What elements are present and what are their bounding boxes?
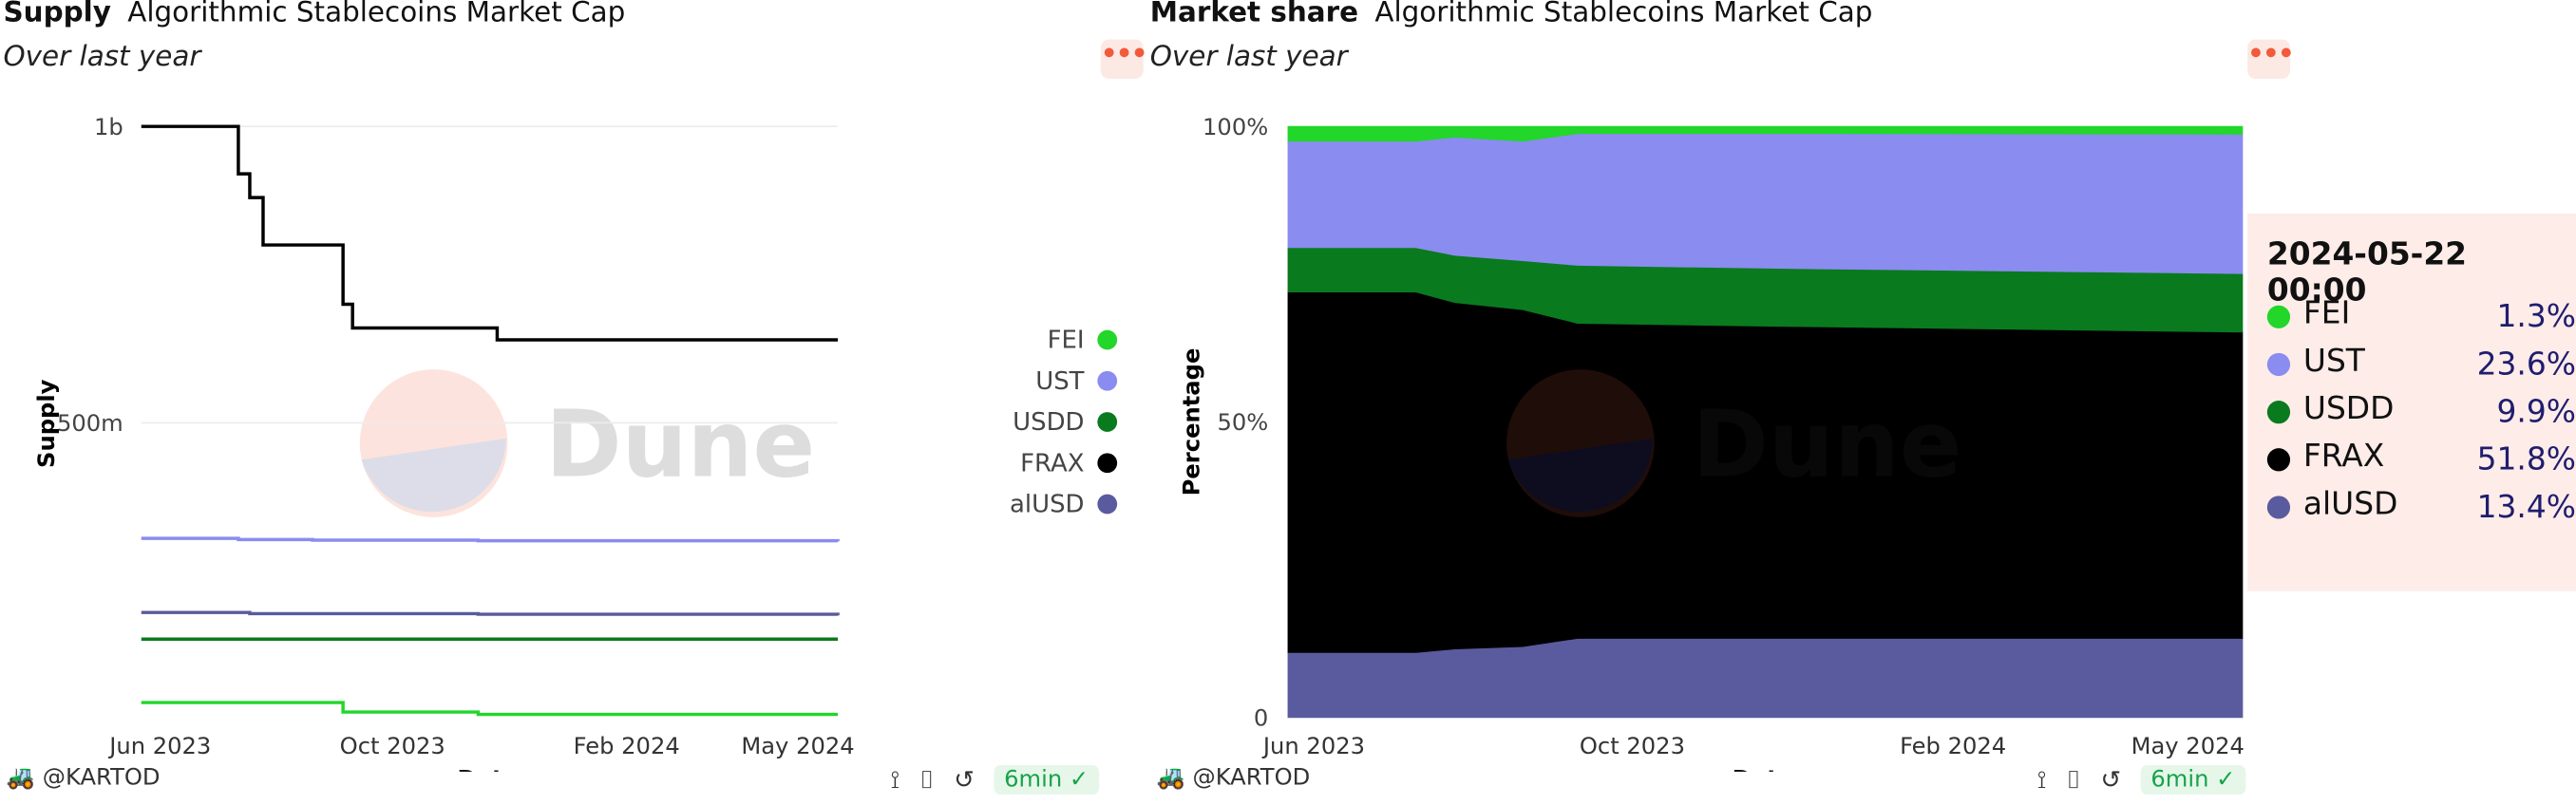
x-axis-label: Date bbox=[1733, 765, 1793, 771]
x-tick-label: Feb 2024 bbox=[574, 733, 680, 759]
author-name: @KARTOD bbox=[1192, 764, 1311, 792]
watermark-logo-icon bbox=[1506, 369, 1655, 517]
author-tag[interactable]: 🚜 @KARTOD bbox=[6, 764, 161, 792]
series-line-alusd bbox=[141, 610, 840, 616]
x-tick-label: May 2024 bbox=[2131, 733, 2245, 759]
y-axis-label: Supply bbox=[33, 379, 60, 468]
chart-period: Over last year bbox=[3, 41, 201, 74]
series-line-ust bbox=[141, 536, 840, 543]
y-tick-label: 100% bbox=[1203, 114, 1268, 140]
author-name: @KARTOD bbox=[42, 764, 161, 792]
camera-icon[interactable]: ⌷ bbox=[2066, 764, 2081, 796]
tooltip-value: 23.6% bbox=[2476, 346, 2576, 383]
y-tick-label: 1b bbox=[94, 114, 123, 140]
refresh-icon[interactable]: ↺ bbox=[954, 764, 975, 796]
legend-label-fei: FEI bbox=[1048, 327, 1085, 355]
series-line-fei bbox=[141, 701, 839, 717]
watermark: Dune bbox=[359, 369, 815, 517]
watermark-logo-slice bbox=[361, 438, 506, 513]
tooltip-value: 9.9% bbox=[2496, 394, 2576, 431]
x-tick-label: Feb 2024 bbox=[1900, 733, 2006, 759]
tooltip-row-ust: UST 23.6% bbox=[2266, 343, 2576, 388]
tooltip-value: 13.4% bbox=[2476, 489, 2576, 526]
refresh-badge[interactable]: 6min ✓ bbox=[2140, 764, 2245, 796]
tooltip-value: 51.8% bbox=[2476, 441, 2576, 478]
watermark-text: Dune bbox=[1692, 391, 1961, 498]
chart-footer-actions: ⟟ ⌷ ↺ 6min ✓ bbox=[2036, 764, 2245, 796]
x-tick-label: Oct 2023 bbox=[1580, 733, 1685, 759]
tooltip-dot bbox=[2266, 352, 2291, 377]
legend-dot-ust bbox=[1097, 370, 1118, 391]
tooltip-series-name: alUSD bbox=[2302, 485, 2398, 523]
tooltip-series-name: USDD bbox=[2302, 390, 2395, 427]
tooltip-row-fei: FEI 1.3% bbox=[2266, 295, 2576, 341]
tooltip-series-name: FEI bbox=[2302, 295, 2351, 332]
x-tick-label: Jun 2023 bbox=[1261, 733, 1365, 759]
chart-footer-actions: ⟟ ⌷ ↺ 6min ✓ bbox=[890, 764, 1099, 796]
author-tag[interactable]: 🚜 @KARTOD bbox=[1156, 764, 1311, 792]
tooltip-dot bbox=[2266, 448, 2291, 472]
legend-label-ust: UST bbox=[1035, 367, 1084, 396]
tooltip-series-name: FRAX bbox=[2302, 438, 2385, 475]
more-menu-icon[interactable]: ••• bbox=[1100, 39, 1147, 80]
tooltip-series-name: UST bbox=[2302, 343, 2365, 380]
tooltip-dot bbox=[2266, 305, 2291, 328]
x-tick-label: Jun 2023 bbox=[107, 733, 211, 759]
more-menu-icon[interactable]: ••• bbox=[2247, 39, 2295, 80]
legend-dot-usdd bbox=[1097, 412, 1118, 432]
y-tick-label: 500m bbox=[57, 410, 123, 437]
tooltip-dot bbox=[2266, 401, 2291, 424]
supply-chart-panel: Supply Algorithmic Stablecoins Market Cap… bbox=[0, 0, 1150, 805]
tooltip-row-usdd: USDD 9.9% bbox=[2266, 390, 2576, 437]
refresh-badge[interactable]: 6min ✓ bbox=[994, 764, 1099, 796]
supply-line-chart: Dune 1b 500m Jun 2023 Oct 2023 Feb 2024 May 20… bbox=[33, 114, 1118, 772]
chart-title: Supply Algorithmic Stablecoins Market Cap bbox=[3, 0, 626, 30]
tooltip-row-frax: FRAX 51.8% bbox=[2266, 438, 2576, 484]
y-tick-label: 0 bbox=[1254, 704, 1268, 731]
camera-icon[interactable]: ⌷ bbox=[919, 764, 935, 796]
area-fei bbox=[1287, 125, 2244, 142]
x-tick-label: May 2024 bbox=[741, 733, 854, 759]
market-share-area-chart: Dune 0 50% 100% Jun 2023 Oct 2023 Feb 2024 May … bbox=[1179, 114, 2245, 772]
chart-period: Over last year bbox=[1149, 41, 1348, 74]
y-tick-label: 50% bbox=[1217, 409, 1268, 436]
legend-label-alusd: alUSD bbox=[1010, 491, 1085, 519]
tooltip-dot bbox=[2266, 496, 2291, 519]
tooltip-value: 1.3% bbox=[2496, 298, 2576, 335]
legend-label-usdd: USDD bbox=[1013, 408, 1084, 437]
watermark: Dune bbox=[1506, 369, 1961, 517]
y-axis-label: Percentage bbox=[1179, 348, 1205, 496]
tooltip-row-alusd: alUSD 13.4% bbox=[2266, 485, 2576, 532]
tooltip-date: 2024-05-22 00:00 bbox=[2266, 236, 2468, 309]
chart-tooltip: 2024-05-22 00:00 FEI 1.3% UST 23.6% USDD 9.9%… bbox=[2247, 213, 2576, 591]
legend-dot-frax bbox=[1097, 453, 1118, 474]
refresh-icon[interactable]: ↺ bbox=[2100, 764, 2122, 796]
series-line-frax bbox=[141, 124, 839, 342]
x-tick-label: Oct 2023 bbox=[340, 733, 445, 759]
watermark-text: Dune bbox=[545, 391, 815, 498]
x-axis-label: Date bbox=[457, 765, 518, 771]
legend-dot-fei bbox=[1097, 329, 1118, 350]
fork-icon[interactable]: ⟟ bbox=[890, 764, 900, 796]
legend-dot-alusd bbox=[1097, 494, 1118, 515]
watermark-logo-slice bbox=[1507, 438, 1653, 513]
legend-label-frax: FRAX bbox=[1020, 449, 1084, 477]
chart-title: Market share Algorithmic Stablecoins Mark… bbox=[1149, 0, 1873, 30]
fork-icon[interactable]: ⟟ bbox=[2036, 764, 2047, 796]
market-share-chart-panel: Market share Algorithmic Stablecoins Mark… bbox=[1150, 0, 2576, 805]
